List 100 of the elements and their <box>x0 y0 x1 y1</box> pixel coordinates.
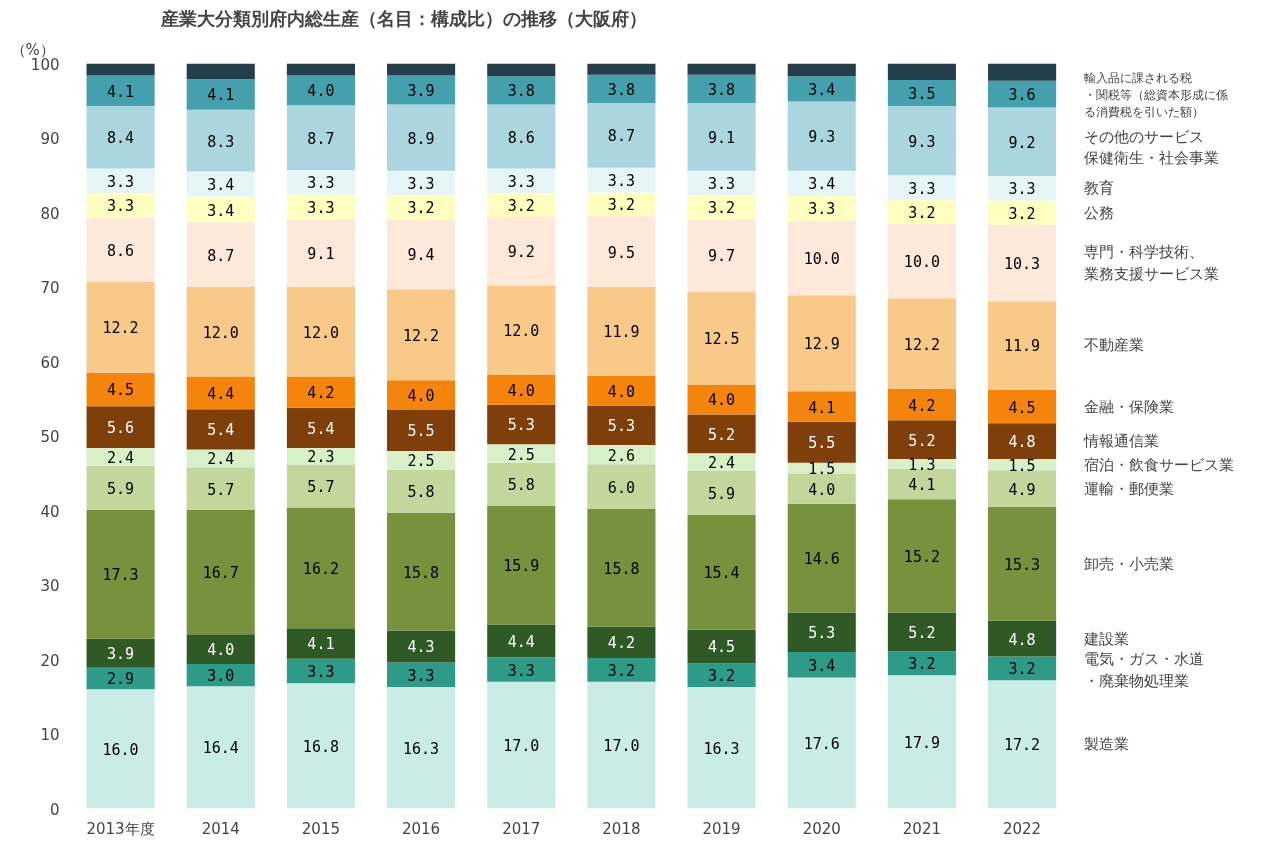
data-label: 12.5 <box>703 330 740 349</box>
data-label: 9.2 <box>1008 133 1036 152</box>
bar <box>887 420 956 460</box>
bar <box>286 628 355 659</box>
data-label: 4.0 <box>407 387 435 406</box>
data-label: 5.8 <box>407 483 435 502</box>
bar <box>887 389 956 421</box>
data-label: 4.1 <box>808 398 836 417</box>
y-tick-label: 50 <box>40 428 60 446</box>
data-label: 3.8 <box>607 80 635 99</box>
bar <box>387 170 456 196</box>
data-label: 10.0 <box>803 249 840 268</box>
data-label: 5.4 <box>307 419 335 438</box>
bar <box>988 107 1057 176</box>
bar <box>988 470 1057 507</box>
series-label: 運輸・郵便業 <box>1084 479 1175 498</box>
text: 輸入品に課される税・関税等（総資本形成に係る消費税を引いた額） <box>1084 71 1229 119</box>
bar <box>387 687 456 809</box>
data-label: 8.3 <box>207 132 235 151</box>
data-label: 9.3 <box>808 128 836 147</box>
y-tick-label: 20 <box>40 651 60 670</box>
bar <box>186 63 255 80</box>
bar <box>86 638 155 668</box>
bar <box>787 63 856 77</box>
bar <box>988 423 1057 460</box>
bar <box>286 407 355 448</box>
data-label: 3.4 <box>207 201 235 220</box>
data-label: 4.5 <box>107 381 135 400</box>
bar <box>787 473 856 504</box>
bar <box>86 281 155 373</box>
data-label: 5.4 <box>207 421 235 440</box>
bar <box>687 102 756 171</box>
x-tick-label: 2022 <box>1003 819 1042 838</box>
series-label: 公務 <box>1084 203 1115 222</box>
data-label: 2.9 <box>107 670 135 689</box>
series-label: 電気・ガス・水道・廃棄物処理業 <box>1084 650 1205 690</box>
series-label: 不動産業 <box>1084 336 1145 355</box>
bar <box>887 223 956 299</box>
data-label: 3.0 <box>207 667 235 686</box>
data-label: 4.0 <box>207 641 235 660</box>
data-label: 4.8 <box>1008 630 1036 649</box>
bar <box>887 175 956 200</box>
data-label: 5.2 <box>908 623 936 642</box>
data-label: 3.4 <box>808 80 836 99</box>
data-label: 1.3 <box>908 455 936 474</box>
data-label: 4.3 <box>407 638 435 657</box>
bar <box>887 459 956 469</box>
data-label: 17.9 <box>903 733 940 752</box>
data-label: 4.1 <box>207 86 235 105</box>
bar <box>86 509 155 639</box>
bar <box>387 662 456 688</box>
bar <box>887 105 956 176</box>
data-label: 9.4 <box>407 246 435 265</box>
data-label: 5.3 <box>507 416 535 435</box>
data-label: 5.6 <box>107 419 135 438</box>
data-label: 2.4 <box>107 448 135 467</box>
data-label: 15.8 <box>603 559 640 578</box>
data-label: 15.3 <box>1004 555 1041 574</box>
data-label: 2.5 <box>407 452 435 471</box>
bar <box>286 194 355 220</box>
data-label: 5.2 <box>908 431 936 450</box>
bar <box>787 391 856 422</box>
bar <box>687 291 756 385</box>
data-label: 4.4 <box>507 632 535 651</box>
data-label: 16.0 <box>102 740 139 759</box>
y-tick-label: 70 <box>40 279 60 297</box>
bar <box>687 663 756 688</box>
bar <box>387 512 456 631</box>
bar <box>988 301 1057 390</box>
data-label: 4.8 <box>1008 433 1036 452</box>
data-label: 16.8 <box>302 737 339 756</box>
series-label: 宿泊・飲食サービス業 <box>1084 455 1235 474</box>
bar <box>487 444 556 463</box>
bar <box>387 469 456 513</box>
bar <box>186 171 255 197</box>
data-label: 4.1 <box>908 476 936 495</box>
bar <box>186 196 255 223</box>
bar <box>86 75 155 106</box>
data-label: 4.4 <box>207 384 235 403</box>
data-label: 5.7 <box>307 478 335 497</box>
bar <box>286 63 355 76</box>
bar <box>988 63 1057 81</box>
series-label: 建設業 <box>1083 629 1130 648</box>
bar <box>487 657 556 682</box>
bar <box>787 652 856 678</box>
bar <box>487 104 556 169</box>
bar <box>487 374 556 405</box>
series-label: 専門・科学技術、業務支援サービス業 <box>1084 242 1220 283</box>
bar <box>86 63 155 76</box>
bar <box>186 686 255 809</box>
bar <box>387 409 456 451</box>
bar <box>387 630 456 663</box>
data-label: 3.3 <box>607 172 635 191</box>
y-tick-label: 30 <box>40 577 60 595</box>
data-label: 1.5 <box>1008 456 1036 475</box>
bar <box>86 406 155 448</box>
bar <box>186 509 255 635</box>
data-label: 3.2 <box>908 203 936 222</box>
bar <box>787 220 856 296</box>
y-tick-label: 0 <box>49 800 60 819</box>
